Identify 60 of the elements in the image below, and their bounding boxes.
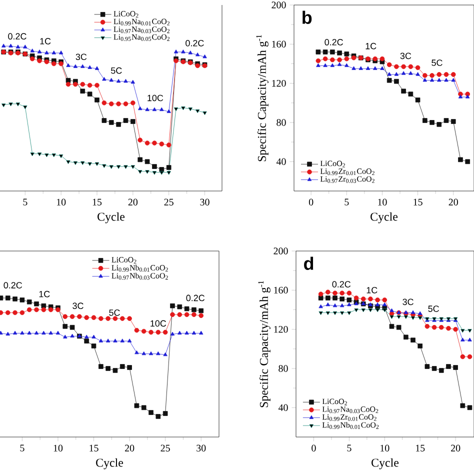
x-tick-label: 10 <box>54 444 63 452</box>
annotation: 0.2C <box>332 281 351 288</box>
x-tick-label: 0 <box>308 198 314 206</box>
y-tick-label: 160 <box>274 286 288 294</box>
x-tick-label: 20 <box>128 198 138 206</box>
annotation: 10C <box>150 320 166 327</box>
x-tick-label: 25 <box>164 198 174 206</box>
annotation: 0.2C <box>186 40 204 46</box>
chart-title: d <box>304 256 314 270</box>
y-tick-label: 80 <box>276 119 286 126</box>
x-tick-label: 30 <box>196 444 206 452</box>
annotation: 0.2C <box>324 39 343 46</box>
x-axis-title: Cycle <box>370 212 398 224</box>
x-tick-label: 25 <box>160 444 170 452</box>
y-tick-label: 40 <box>278 404 288 411</box>
annotation: 0.2C <box>8 33 26 40</box>
x-tick-label: 5 <box>20 444 24 452</box>
annotation: 5C <box>432 60 442 66</box>
annotation: 5C <box>428 306 439 312</box>
x-tick-label: 5 <box>344 198 349 206</box>
x-tick-label: 20 <box>124 444 134 452</box>
annotation: 0.2C <box>186 294 205 302</box>
x-tick-label: 0 <box>312 444 316 452</box>
annotation: 3C <box>400 52 412 60</box>
x-tick-label: 10 <box>380 444 390 452</box>
x-tick-label: 20 <box>451 444 460 452</box>
y-tick-label: 80 <box>278 365 288 372</box>
y-tick-label: 120 <box>274 326 288 333</box>
x-tick-label: 20 <box>448 198 458 206</box>
annotation: 3C <box>72 302 84 309</box>
x-tick-label: 30 <box>200 198 210 206</box>
x-tick-label: 15 <box>90 444 98 452</box>
x-axis-title: Cycle <box>96 458 124 470</box>
y-axis-title: Specific Capacity/mAh g$^{-1}$ <box>258 280 270 408</box>
annotation: 1C <box>39 290 50 298</box>
x-tick-label: 15 <box>414 198 422 206</box>
annotation: 3C <box>76 54 87 60</box>
annotation: 3C <box>402 298 414 306</box>
y-tick-label: 200 <box>274 248 288 254</box>
x-tick-label: 10 <box>378 198 387 206</box>
y-tick-label: 40 <box>276 158 286 165</box>
annotation: 10C <box>148 94 164 102</box>
x-tick-label: 15 <box>416 444 425 452</box>
annotation: 5C <box>109 309 120 316</box>
annotation: 5C <box>111 67 122 74</box>
x-tick-label: 10 <box>56 198 66 206</box>
y-tick-label: 160 <box>272 40 286 48</box>
annotation: 1C <box>366 42 376 50</box>
annotation: 1C <box>40 38 51 44</box>
annotation: 0.2C <box>4 282 22 288</box>
x-tick-label: 5 <box>347 444 352 452</box>
y-axis-title: Specific Capacity/mAh g$^{-1}$ <box>256 34 268 162</box>
x-axis-title: Cycle <box>98 212 125 224</box>
y-tick-label: 200 <box>272 2 286 8</box>
x-tick-label: 5 <box>23 198 28 206</box>
x-axis-title: Cycle <box>372 458 399 470</box>
y-tick-label: 120 <box>272 80 286 87</box>
annotation: 1C <box>366 286 378 294</box>
x-tick-label: 15 <box>92 198 102 206</box>
chart-title: b <box>302 10 312 24</box>
